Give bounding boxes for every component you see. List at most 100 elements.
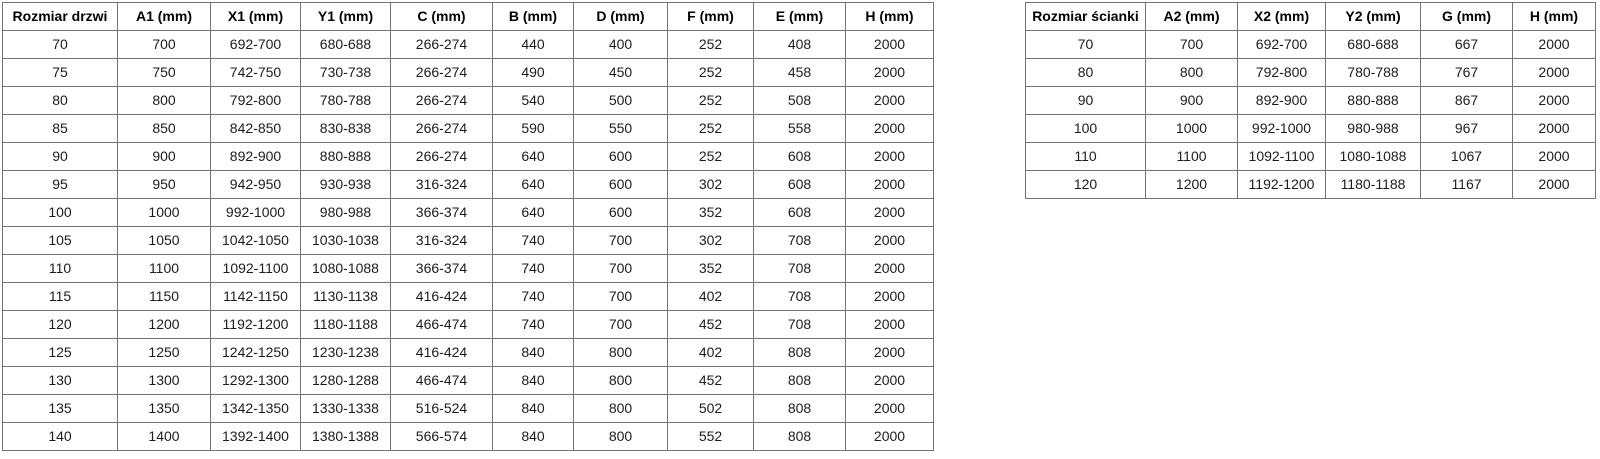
table-cell: 1280-1288 [300, 366, 391, 395]
table-cell: 792-800 [210, 86, 301, 115]
table-cell: 708 [753, 282, 846, 311]
table-cell: 1380-1388 [300, 422, 391, 451]
table-cell: 708 [753, 310, 846, 339]
table-cell: 75 [2, 58, 118, 87]
table-cell: 692-700 [1237, 30, 1326, 59]
table-cell: 2000 [845, 198, 934, 227]
header-cell: Y1 (mm) [300, 2, 391, 31]
table-cell: 1080-1088 [1325, 142, 1421, 171]
table-cell: 2000 [1512, 30, 1596, 59]
header-cell: C (mm) [390, 2, 493, 31]
header-cell: F (mm) [667, 2, 754, 31]
table-row: 90 900 892-900 880-888 266-274 640 600 252 608 20… [2, 142, 934, 171]
table-cell: 867 [1420, 86, 1513, 115]
table-cell: 316-324 [390, 170, 493, 199]
table-cell: 266-274 [390, 86, 493, 115]
table-row: 105 1050 1042-1050 1030-1038 316-324 740 700 30… [2, 226, 934, 255]
table-cell: 1330-1338 [300, 394, 391, 423]
table-cell: 90 [1025, 86, 1146, 115]
table-cell: 1092-1100 [1237, 142, 1326, 171]
table-cell: 800 [117, 86, 211, 115]
table-cell: 680-688 [300, 30, 391, 59]
table-cell: 980-988 [300, 198, 391, 227]
table-cell: 2000 [1512, 170, 1596, 199]
table-cell: 1180-1188 [300, 310, 391, 339]
table-cell: 600 [573, 198, 668, 227]
door-table-body: 70 700 692-700 680-688 266-274 440 400 252 408 20… [2, 30, 934, 451]
table-cell: 808 [753, 338, 846, 367]
table-row: 85 850 842-850 830-838 266-274 590 550 252 558 20… [2, 114, 934, 143]
table-cell: 800 [1145, 58, 1238, 87]
table-cell: 708 [753, 254, 846, 283]
table-cell: 1067 [1420, 142, 1513, 171]
table-cell: 590 [492, 114, 574, 143]
header-cell: E (mm) [753, 2, 846, 31]
table-cell: 266-274 [390, 114, 493, 143]
table-row: 125 1250 1242-1250 1230-1238 416-424 840 800 40… [2, 338, 934, 367]
header-cell: X2 (mm) [1237, 2, 1326, 31]
table-cell: 80 [1025, 58, 1146, 87]
table-cell: 366-374 [390, 198, 493, 227]
table-cell: 1200 [1145, 170, 1238, 199]
table-cell: 508 [753, 86, 846, 115]
table-cell: 740 [492, 226, 574, 255]
table-cell: 808 [753, 394, 846, 423]
table-cell: 840 [492, 338, 574, 367]
table-cell: 930-938 [300, 170, 391, 199]
table-cell: 792-800 [1237, 58, 1326, 87]
table-cell: 85 [2, 114, 118, 143]
table-cell: 2000 [845, 86, 934, 115]
table-cell: 1150 [117, 282, 211, 311]
table-cell: 450 [573, 58, 668, 87]
table-cell: 1000 [1145, 114, 1238, 143]
table-cell: 840 [492, 422, 574, 451]
table-cell: 992-1000 [210, 198, 301, 227]
table-cell: 680-688 [1325, 30, 1421, 59]
table-cell: 1000 [117, 198, 211, 227]
table-cell: 2000 [845, 254, 934, 283]
table-cell: 892-900 [210, 142, 301, 171]
door-table-header: Rozmiar drzwi A1 (mm) X1 (mm) Y1 (mm) C (mm)… [2, 2, 934, 31]
table-cell: 1350 [117, 394, 211, 423]
table-cell: 742-750 [210, 58, 301, 87]
table-cell: 992-1000 [1237, 114, 1326, 143]
table-row: 100 1000 992-1000 980-988 967 2000 [1025, 114, 1596, 143]
table-row: 70 700 692-700 680-688 667 2000 [1025, 30, 1596, 59]
table-cell: 640 [492, 170, 574, 199]
table-cell: 1192-1200 [210, 310, 301, 339]
table-cell: 740 [492, 282, 574, 311]
table-cell: 266-274 [390, 58, 493, 87]
table-cell: 105 [2, 226, 118, 255]
table-cell: 880-888 [1325, 86, 1421, 115]
table-cell: 608 [753, 170, 846, 199]
table-cell: 316-324 [390, 226, 493, 255]
table-row: 90 900 892-900 880-888 867 2000 [1025, 86, 1596, 115]
header-cell: Rozmiar ścianki [1025, 2, 1146, 31]
table-cell: 1142-1150 [210, 282, 301, 311]
header-row: Rozmiar ścianki A2 (mm) X2 (mm) Y2 (mm) G (m… [1025, 2, 1596, 31]
header-cell: A1 (mm) [117, 2, 211, 31]
table-cell: 266-274 [390, 30, 493, 59]
table-row: 115 1150 1142-1150 1130-1138 416-424 740 700 40… [2, 282, 934, 311]
table-cell: 252 [667, 142, 754, 171]
table-cell: 400 [573, 30, 668, 59]
table-cell: 402 [667, 282, 754, 311]
table-cell: 566-574 [390, 422, 493, 451]
table-cell: 967 [1420, 114, 1513, 143]
table-cell: 2000 [845, 226, 934, 255]
wall-table-header: Rozmiar ścianki A2 (mm) X2 (mm) Y2 (mm) G (m… [1025, 2, 1596, 31]
table-cell: 2000 [1512, 58, 1596, 87]
table-cell: 1030-1038 [300, 226, 391, 255]
header-cell: X1 (mm) [210, 2, 301, 31]
table-cell: 2000 [845, 282, 934, 311]
table-cell: 640 [492, 142, 574, 171]
table-cell: 1080-1088 [300, 254, 391, 283]
table-cell: 942-950 [210, 170, 301, 199]
table-cell: 120 [1025, 170, 1146, 199]
table-cell: 808 [753, 422, 846, 451]
table-cell: 780-788 [1325, 58, 1421, 87]
table-cell: 458 [753, 58, 846, 87]
header-cell: H (mm) [1512, 2, 1596, 31]
table-cell: 1042-1050 [210, 226, 301, 255]
table-cell: 352 [667, 198, 754, 227]
